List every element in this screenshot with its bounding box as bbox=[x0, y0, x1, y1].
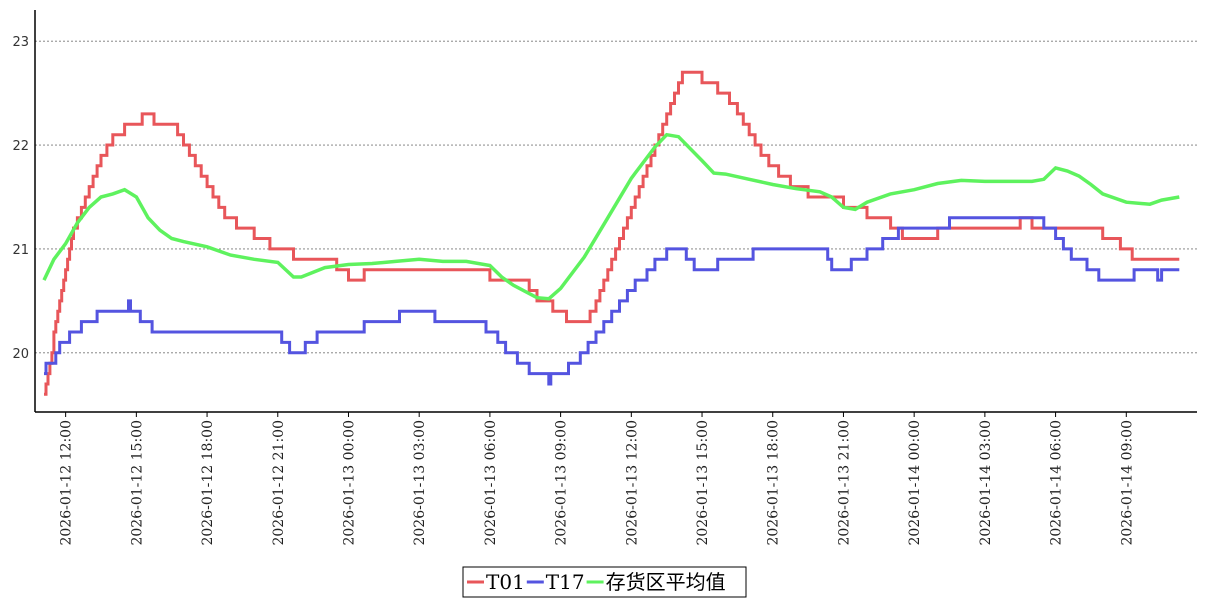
x-tick-label: 2026-01-12 18:00 bbox=[200, 420, 216, 546]
x-tick-label: 2026-01-13 21:00 bbox=[836, 420, 852, 546]
x-tick-label: 2026-01-13 06:00 bbox=[483, 420, 499, 546]
x-tick-label: 2026-01-14 09:00 bbox=[1119, 420, 1135, 546]
series-lines bbox=[42, 70, 1180, 396]
y-tick-label: 22 bbox=[12, 139, 29, 154]
x-tick-label: 2026-01-13 18:00 bbox=[766, 420, 782, 546]
legend-label: 存货区平均值 bbox=[606, 570, 726, 594]
y-axis-ticks: 20 21 22 23 bbox=[12, 35, 29, 362]
x-tick-label: 2026-01-14 06:00 bbox=[1049, 420, 1065, 546]
x-tick-label: 2026-01-12 15:00 bbox=[129, 420, 145, 546]
x-tick-label: 2026-01-14 03:00 bbox=[978, 420, 994, 546]
x-tick-label: 2026-01-13 15:00 bbox=[695, 420, 711, 546]
x-tick-label: 2026-01-13 09:00 bbox=[554, 420, 570, 546]
series-line-1 bbox=[44, 70, 1180, 396]
grid-lines bbox=[35, 40, 1197, 354]
legend-frame bbox=[462, 566, 747, 598]
legend-label: T17 bbox=[546, 570, 585, 594]
series-line-3 bbox=[42, 132, 1180, 301]
series-line-2 bbox=[44, 216, 1180, 386]
y-tick-label: 20 bbox=[12, 347, 29, 362]
x-tick-label: 2026-01-13 00:00 bbox=[341, 420, 357, 546]
x-tick-label: 2026-01-13 03:00 bbox=[412, 420, 428, 546]
x-tick-label: 2026-01-12 21:00 bbox=[271, 420, 287, 546]
x-tick-label: 2026-01-13 12:00 bbox=[624, 420, 640, 546]
x-tick-label: 2026-01-14 00:00 bbox=[907, 420, 923, 546]
y-tick-label: 21 bbox=[12, 243, 29, 258]
legend: T01 T17 存货区平均值 bbox=[462, 566, 747, 598]
x-axis-ticks: 2026-01-12 12:00 2026-01-12 15:00 2026-01-… bbox=[59, 412, 1135, 546]
legend-label: T01 bbox=[486, 570, 525, 594]
x-tick-label: 2026-01-12 12:00 bbox=[59, 420, 75, 546]
y-tick-label: 23 bbox=[12, 35, 29, 50]
